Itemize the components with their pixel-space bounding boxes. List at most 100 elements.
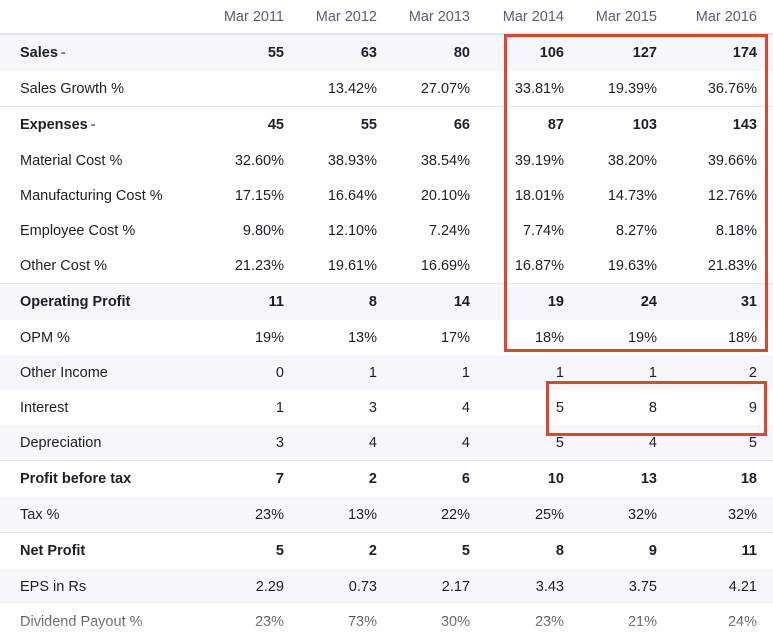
value-cell: 19.39% xyxy=(607,80,657,97)
row-expenses: Expenses - 45 55 66 87 103 143 xyxy=(0,106,773,143)
value-cell xyxy=(190,71,300,107)
value-cell: 14.73% xyxy=(607,187,657,204)
value-cell: 2 xyxy=(300,460,393,497)
collapse-toggle[interactable]: - xyxy=(90,117,96,133)
value-cell: 20.10% xyxy=(420,187,470,204)
value-cell: 19.63% xyxy=(607,257,657,274)
row-label: Tax % xyxy=(0,497,190,533)
value-cell: 7 xyxy=(190,460,300,497)
row-label: Profit before tax xyxy=(0,460,190,497)
value-cell: 55 xyxy=(190,33,300,71)
value-cell: 66 xyxy=(393,106,486,143)
value-cell: 12.76% xyxy=(707,187,757,204)
row-dividend-payout: Dividend Payout % 23% 73% 30% 23% 21% 24… xyxy=(0,604,773,639)
value-cell: 38.54% xyxy=(420,152,470,169)
value-cell: 18% xyxy=(727,329,757,346)
value-cell: 9.80% xyxy=(242,222,284,239)
row-tax: Tax % 23% 13% 22% 25% 32% 32% xyxy=(0,497,773,533)
value-cell: 21.83% xyxy=(707,257,757,274)
row-label: Expenses xyxy=(20,117,88,133)
row-label: Sales xyxy=(20,45,58,61)
value-cell: 4 xyxy=(461,399,470,416)
value-cell: 38.93% xyxy=(327,152,377,169)
value-cell: 18 xyxy=(673,460,773,497)
value-cell: 7.74% xyxy=(522,222,564,239)
row-label-cell[interactable]: Sales - xyxy=(0,33,190,71)
value-cell: 5 xyxy=(486,425,580,461)
year-header: Mar 2013 xyxy=(393,0,486,35)
value-cell: 16.69% xyxy=(420,257,470,274)
value-cell: 4.21 xyxy=(673,569,773,604)
value-cell: 31 xyxy=(673,283,773,320)
value-cell: 143 xyxy=(673,106,773,143)
value-cell: 24% xyxy=(727,613,757,630)
value-cell: 1 xyxy=(486,355,580,390)
value-cell: 21.23% xyxy=(234,257,284,274)
value-cell: 45 xyxy=(190,106,300,143)
row-label: Employee Cost % xyxy=(20,222,136,239)
value-cell: 80 xyxy=(393,33,486,71)
value-cell: 39.19% xyxy=(514,152,564,169)
row-label: Operating Profit xyxy=(0,283,190,320)
value-cell: 8.18% xyxy=(715,222,757,239)
value-cell: 23% xyxy=(254,613,284,630)
value-cell: 30% xyxy=(440,613,470,630)
value-cell: 27.07% xyxy=(420,80,470,97)
value-cell: 9 xyxy=(580,532,673,569)
value-cell: 5 xyxy=(190,532,300,569)
value-cell: 2 xyxy=(673,355,773,390)
value-cell: 38.20% xyxy=(607,152,657,169)
value-cell: 14 xyxy=(393,283,486,320)
row-eps: EPS in Rs 2.29 0.73 2.17 3.43 3.75 4.21 xyxy=(0,569,773,604)
header-label-cell xyxy=(0,0,190,35)
value-cell: 3 xyxy=(368,399,377,416)
value-cell: 18.01% xyxy=(514,187,564,204)
value-cell: 33.81% xyxy=(514,80,564,97)
value-cell: 13.42% xyxy=(327,80,377,97)
value-cell: 17.15% xyxy=(234,187,284,204)
row-label: EPS in Rs xyxy=(0,569,190,604)
value-cell: 8 xyxy=(648,399,657,416)
value-cell: 3 xyxy=(190,425,300,461)
value-cell: 55 xyxy=(300,106,393,143)
value-cell: 4 xyxy=(393,425,486,461)
value-cell: 8 xyxy=(300,283,393,320)
value-cell: 3.75 xyxy=(580,569,673,604)
row-net-profit: Net Profit 5 2 5 8 9 11 xyxy=(0,532,773,569)
row-label-cell[interactable]: Expenses - xyxy=(0,106,190,143)
value-cell: 127 xyxy=(580,33,673,71)
value-cell: 4 xyxy=(300,425,393,461)
value-cell: 25% xyxy=(486,497,580,533)
row-label: Depreciation xyxy=(0,425,190,461)
value-cell: 4 xyxy=(580,425,673,461)
year-header: Mar 2014 xyxy=(486,0,580,35)
value-cell: 32% xyxy=(580,497,673,533)
value-cell: 5 xyxy=(393,532,486,569)
value-cell: 23% xyxy=(534,613,564,630)
row-profit-before-tax: Profit before tax 7 2 6 10 13 18 xyxy=(0,460,773,497)
row-other-income: Other Income 0 1 1 1 1 2 xyxy=(0,355,773,390)
collapse-toggle[interactable]: - xyxy=(60,45,66,61)
value-cell: 19.61% xyxy=(327,257,377,274)
value-cell: 9 xyxy=(748,399,757,416)
row-manufacturing-cost: Manufacturing Cost % 17.15% 16.64% 20.10… xyxy=(0,178,773,213)
value-cell: 63 xyxy=(300,33,393,71)
value-cell: 32% xyxy=(673,497,773,533)
row-other-cost: Other Cost % 21.23% 19.61% 16.69% 16.87%… xyxy=(0,248,773,284)
row-label: Sales Growth % xyxy=(20,80,124,97)
value-cell: 10 xyxy=(486,460,580,497)
value-cell: 19% xyxy=(254,329,284,346)
row-interest: Interest 1 3 4 5 8 9 xyxy=(0,390,773,425)
value-cell: 24 xyxy=(580,283,673,320)
value-cell: 2.29 xyxy=(190,569,300,604)
row-opm: OPM % 19% 13% 17% 18% 19% 18% xyxy=(0,320,773,355)
value-cell: 39.66% xyxy=(707,152,757,169)
value-cell: 21% xyxy=(627,613,657,630)
value-cell: 1 xyxy=(275,399,284,416)
value-cell: 106 xyxy=(486,33,580,71)
row-label: Material Cost % xyxy=(20,152,123,169)
year-header: Mar 2016 xyxy=(673,0,773,35)
value-cell: 5 xyxy=(555,399,564,416)
value-cell: 73% xyxy=(347,613,377,630)
